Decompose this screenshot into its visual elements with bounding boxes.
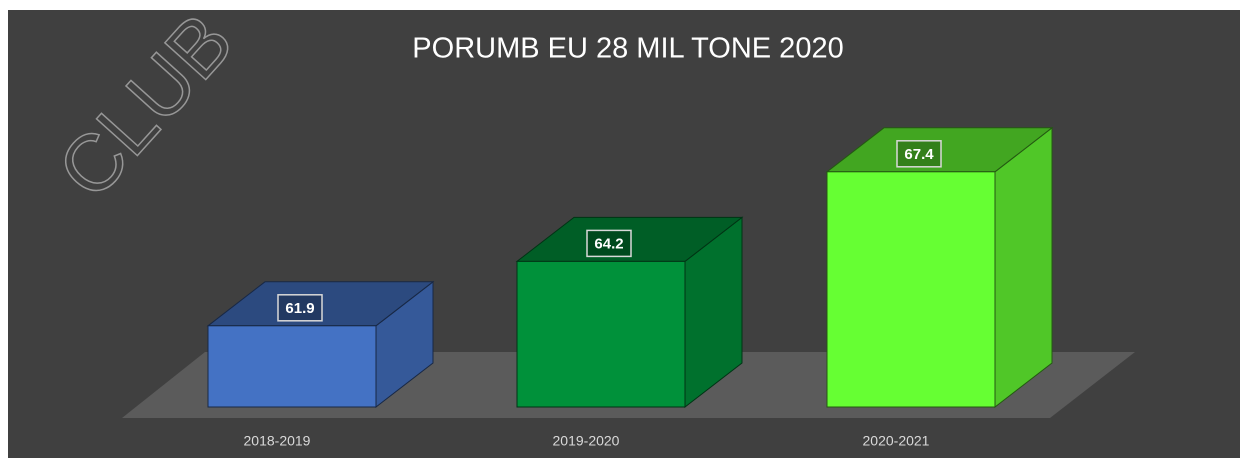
chart-title: PORUMB EU 28 MIL TONE 2020 (412, 33, 843, 65)
bar (516, 260, 686, 408)
bar (826, 171, 996, 408)
value-label: 61.9 (285, 300, 314, 317)
value-label-box (896, 140, 942, 168)
value-label-box (277, 294, 323, 322)
bar-side (994, 126, 1053, 409)
bar (207, 325, 377, 408)
value-label: 67.4 (904, 146, 934, 163)
value-label-box (586, 229, 632, 258)
x-tick-label: 2018-2019 (244, 433, 311, 449)
x-tick-label: 2019-2020 (553, 433, 620, 449)
value-label: 64.2 (594, 235, 623, 252)
x-tick-label: 2020-2021 (863, 433, 930, 449)
